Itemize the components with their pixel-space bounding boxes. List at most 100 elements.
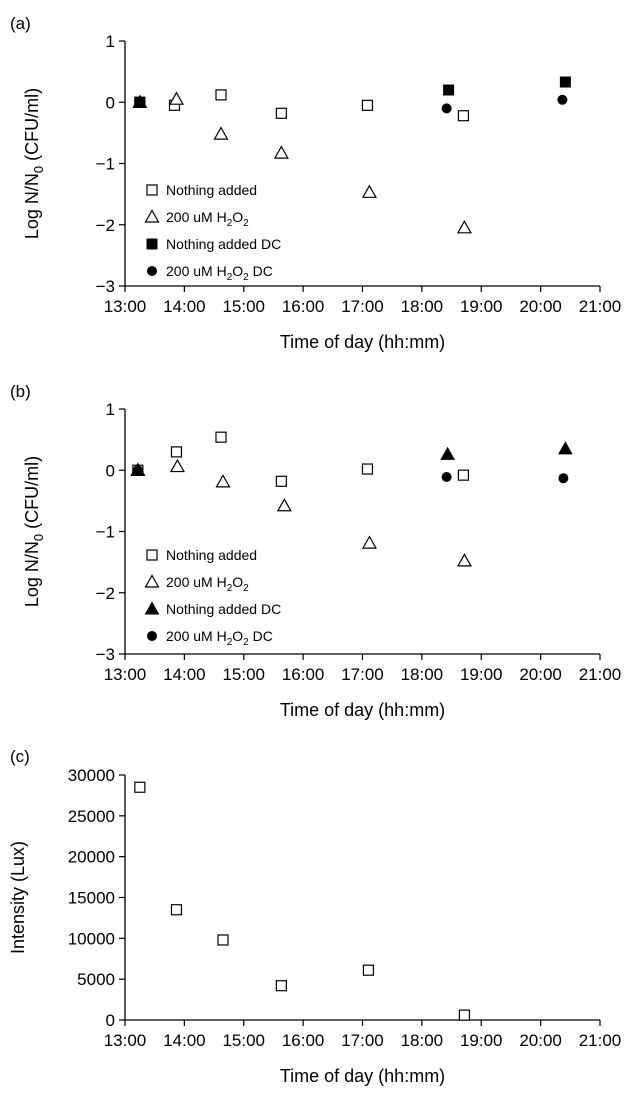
y-tick-label: 0 bbox=[106, 93, 115, 112]
data-point bbox=[441, 471, 452, 482]
data-point bbox=[361, 463, 374, 475]
data-point bbox=[275, 980, 287, 992]
y-tick-label: 0 bbox=[106, 461, 115, 480]
data-point bbox=[273, 145, 289, 159]
x-tick-label: 21:00 bbox=[579, 1031, 622, 1050]
data-point bbox=[361, 99, 374, 111]
data-point bbox=[169, 458, 185, 473]
legend-label: 200 uM H2O2 DC bbox=[166, 263, 273, 283]
legend-marker bbox=[146, 238, 158, 250]
legend-label: Nothing added bbox=[166, 182, 257, 198]
y-tick-label: 25000 bbox=[68, 807, 115, 826]
x-tick-label: 14:00 bbox=[163, 665, 206, 684]
panel-label: (b) bbox=[10, 382, 31, 401]
data-point bbox=[457, 110, 470, 122]
chart-panel-2: (b) −3 −2 −1 0 1 13:00 14:00 15:00 16:00 17:00 18:0… bbox=[10, 382, 621, 720]
series-3 bbox=[134, 76, 571, 108]
y-tick-label: −3 bbox=[96, 645, 115, 664]
x-tick-label: 16:00 bbox=[282, 297, 325, 316]
series-1 bbox=[132, 431, 470, 487]
series-2 bbox=[130, 458, 472, 567]
data-point bbox=[361, 535, 377, 549]
data-point bbox=[170, 904, 183, 916]
legend-label: Nothing added DC bbox=[166, 601, 281, 617]
data-point bbox=[132, 465, 143, 476]
data-point bbox=[443, 84, 455, 96]
panel-label: (a) bbox=[10, 14, 31, 33]
data-point bbox=[217, 934, 229, 946]
data-point bbox=[134, 781, 146, 793]
data-point bbox=[215, 474, 231, 488]
series-4 bbox=[134, 94, 568, 114]
legend-label: 200 uM H2O2 bbox=[166, 209, 249, 229]
x-tick-label: 20:00 bbox=[519, 297, 562, 316]
x-tick-label: 20:00 bbox=[519, 665, 562, 684]
y-tick-label: −2 bbox=[96, 216, 115, 235]
x-tick-label: 20:00 bbox=[519, 1031, 562, 1050]
y-tick-label: −1 bbox=[96, 523, 115, 542]
legend: Nothing added 200 uM H2O2 Nothing added DC… bbox=[144, 182, 281, 283]
chart-panel-1: (a) −3 −2 −1 0 1 13:00 14:00 15:00 16:00 17:00 18:0… bbox=[10, 14, 621, 352]
x-tick-label: 14:00 bbox=[163, 297, 206, 316]
x-tick-label: 19:00 bbox=[460, 297, 503, 316]
x-tick-label: 17:00 bbox=[341, 1031, 384, 1050]
series-4 bbox=[132, 465, 569, 484]
series-1 bbox=[134, 89, 470, 122]
y-axis-label: Log N/N0 (CFU/ml) bbox=[22, 88, 46, 239]
x-tick-label: 17:00 bbox=[341, 665, 384, 684]
data-point bbox=[456, 220, 472, 234]
x-tick-label: 19:00 bbox=[460, 1031, 503, 1050]
legend-label: Nothing added bbox=[166, 547, 257, 563]
legend-marker bbox=[147, 631, 157, 641]
x-tick-label: 15:00 bbox=[222, 665, 265, 684]
x-tick-label: 15:00 bbox=[222, 297, 265, 316]
data-point bbox=[213, 126, 229, 140]
legend-marker bbox=[144, 574, 160, 588]
data-point bbox=[134, 97, 145, 108]
data-point bbox=[440, 446, 455, 460]
data-point bbox=[441, 103, 452, 114]
data-point bbox=[170, 446, 183, 458]
series-3 bbox=[130, 441, 573, 476]
data-point bbox=[558, 473, 569, 484]
x-tick-label: 13:00 bbox=[104, 665, 147, 684]
x-axis-label: Time of day (hh:mm) bbox=[280, 1066, 445, 1086]
legend: Nothing added 200 uM H2O2 Nothing added DC… bbox=[144, 547, 281, 648]
legend-label: 200 uM H2O2 bbox=[166, 574, 249, 594]
y-tick-label: 10000 bbox=[68, 929, 115, 948]
x-tick-label: 21:00 bbox=[579, 297, 622, 316]
data-point bbox=[457, 469, 470, 481]
y-tick-label: −1 bbox=[96, 155, 115, 174]
legend-marker bbox=[147, 266, 157, 276]
data-point bbox=[558, 441, 573, 455]
y-tick-label: 15000 bbox=[68, 889, 115, 908]
chart-panel-3: (c) 0 5000 10000 15000 20000 25000 30000 13:00 14… bbox=[8, 747, 621, 1086]
x-tick-label: 18:00 bbox=[401, 665, 444, 684]
y-tick-label: 20000 bbox=[68, 848, 115, 867]
data-point bbox=[456, 553, 472, 567]
data-point bbox=[361, 184, 377, 198]
x-tick-label: 17:00 bbox=[341, 297, 384, 316]
data-point bbox=[275, 107, 287, 119]
legend-marker bbox=[146, 549, 158, 561]
y-axis-label: Log N/N0 (CFU/ml) bbox=[22, 456, 46, 607]
y-tick-label: 0 bbox=[106, 1011, 115, 1030]
y-tick-label: 5000 bbox=[77, 970, 115, 989]
legend-label: Nothing added DC bbox=[166, 236, 281, 252]
data-point bbox=[458, 1009, 471, 1021]
legend-marker bbox=[144, 601, 160, 615]
x-tick-label: 18:00 bbox=[401, 1031, 444, 1050]
y-axis-label: Intensity (Lux) bbox=[8, 841, 28, 954]
data-point bbox=[362, 964, 375, 976]
data-point bbox=[215, 89, 227, 101]
y-tick-label: 1 bbox=[106, 400, 115, 419]
x-axis-label: Time of day (hh:mm) bbox=[280, 700, 445, 720]
data-point bbox=[215, 431, 227, 443]
x-tick-label: 14:00 bbox=[163, 1031, 206, 1050]
y-tick-label: −3 bbox=[96, 277, 115, 296]
legend-marker bbox=[144, 209, 160, 223]
data-point bbox=[276, 498, 292, 512]
x-tick-label: 16:00 bbox=[282, 665, 325, 684]
legend-marker bbox=[146, 184, 158, 196]
